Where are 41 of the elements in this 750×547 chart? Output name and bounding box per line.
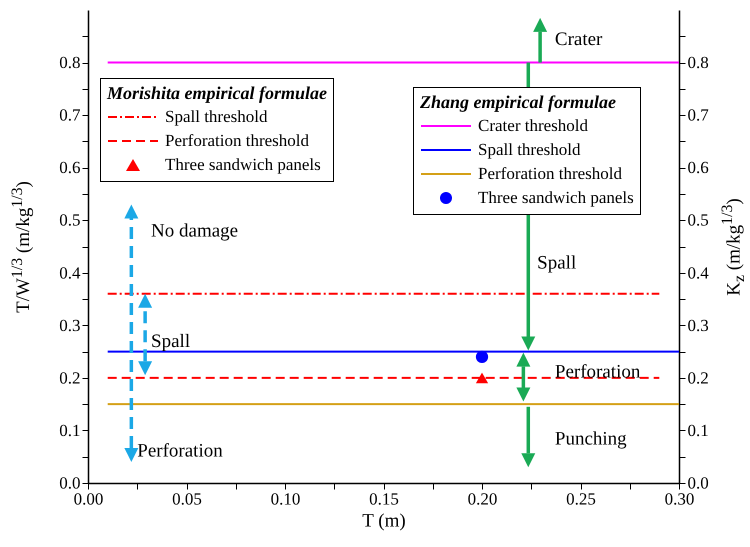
annotation: Perforation xyxy=(137,440,224,462)
y2-tick-label: 0.8 xyxy=(688,53,709,72)
y-tick-label: 0.0 xyxy=(59,474,80,492)
annotation: Spall xyxy=(151,331,190,352)
y-tick-label: 0.6 xyxy=(59,158,80,178)
x-tick-label: 0.05 xyxy=(172,490,202,508)
y-tick-label: 0.2 xyxy=(59,368,80,388)
annotation: Spall xyxy=(537,252,576,274)
legend-label: Three sandwich panels xyxy=(165,154,321,176)
y2-tick-label: 0.0 xyxy=(688,474,709,492)
y2-tick-label: 0.5 xyxy=(688,210,709,230)
x-tick-label: 0.10 xyxy=(270,490,300,508)
x-tick-label: 0.30 xyxy=(664,490,694,508)
y2-tick-label: 0.6 xyxy=(688,158,709,178)
y2-tick-label: 0.3 xyxy=(688,316,709,335)
y2-tick-label: 0.7 xyxy=(688,106,710,125)
legend-label: Three sandwich panels xyxy=(478,187,634,209)
x-axis-title: T (m) xyxy=(362,510,406,532)
legend-label: Perforation threshold xyxy=(165,130,309,152)
annotation: Punching xyxy=(554,428,628,450)
y-tick-label: 0.4 xyxy=(59,263,81,282)
y-tick-label: 0.8 xyxy=(59,53,80,72)
annotation: Crater xyxy=(554,28,604,50)
x-tick-label: 0.00 xyxy=(74,490,104,508)
x-tick-label: 0.25 xyxy=(566,490,596,508)
annotation: Morishita empirical formulae xyxy=(107,82,328,105)
y-tick-label: 0.3 xyxy=(59,316,80,335)
x-tick-label: 0.15 xyxy=(369,490,399,508)
annotation: No damage xyxy=(151,220,238,242)
legend-label: Crater threshold xyxy=(478,115,588,137)
y2-tick-label: 0.2 xyxy=(688,368,709,388)
legend-label: Spall threshold xyxy=(165,106,268,128)
y-tick-label: 0.5 xyxy=(59,210,80,230)
annotation: Zhang empirical formulae xyxy=(420,91,618,114)
x-tick-label: 0.20 xyxy=(468,490,498,508)
legend-label: Perforation threshold xyxy=(478,163,622,185)
y2-tick-label: 0.4 xyxy=(688,263,710,282)
y-tick-label: 0.1 xyxy=(59,420,80,440)
y2-tick-label: 0.1 xyxy=(688,420,709,440)
legend-label: Spall threshold xyxy=(478,139,580,161)
y-tick-label: 0.7 xyxy=(59,106,81,125)
